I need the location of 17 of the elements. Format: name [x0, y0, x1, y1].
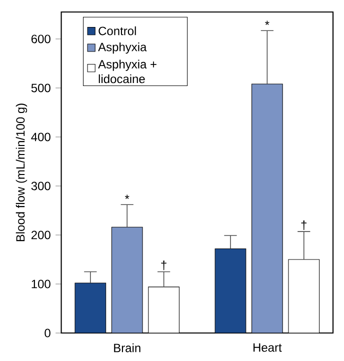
annotation: * [125, 194, 130, 199]
y-tick-label: 500 [32, 84, 51, 92]
legend-label: Asphyxia [98, 42, 147, 54]
x-tick-label: Heart [254, 343, 282, 352]
x-tick-label: Brain [114, 343, 140, 352]
y-tick-label: 100 [32, 280, 51, 288]
y-tick-label: 0 [44, 328, 51, 338]
y-tick-label: 300 [31, 182, 51, 190]
legend-label: Asphyxia + lidocaine [98, 60, 157, 84]
y-tick-label: 200 [32, 230, 51, 240]
annotation: † [302, 220, 307, 230]
annotation: † [161, 260, 166, 270]
y-axis-title: Blood flow (mL/min/100 g) [16, 104, 28, 242]
legend-label: Control [98, 26, 136, 36]
annotation: * [265, 20, 270, 25]
y-tick-label: 400 [31, 132, 51, 142]
y-tick-label: 600 [32, 34, 51, 44]
